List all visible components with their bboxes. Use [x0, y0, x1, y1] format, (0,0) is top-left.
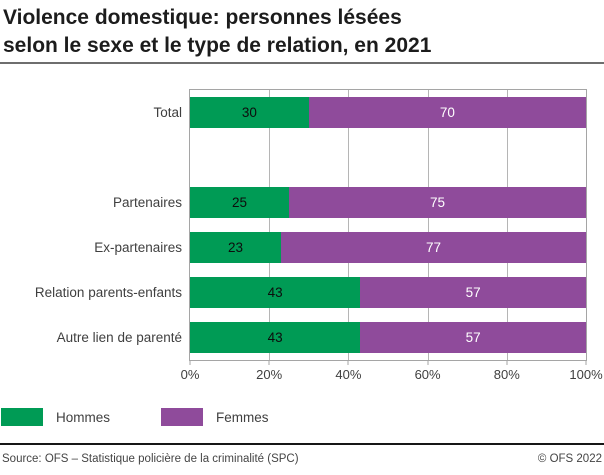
- axis-tick-40: [347, 360, 349, 365]
- category-label-5: Autre lien de parenté: [56, 330, 182, 345]
- chart-title: Violence domestique: personnes lésées se…: [3, 4, 599, 60]
- bar-segment-hommes-2: 25: [190, 187, 289, 218]
- axis-tick-100: [585, 360, 587, 365]
- bar-value-label: 75: [429, 195, 446, 210]
- legend-item-femmes: Femmes: [161, 407, 269, 427]
- category-label-2: Partenaires: [112, 195, 182, 210]
- bar-value-label: 70: [439, 105, 455, 120]
- bar-segment-hommes-1: 30: [190, 97, 309, 128]
- chart-title-line1: Violence domestique: personnes lésées: [3, 6, 402, 29]
- bar-value-label: 77: [426, 240, 442, 255]
- x-tick-label-0pct: 0%: [180, 367, 200, 382]
- bar-value-label: 23: [228, 240, 244, 255]
- category-label-4: Relation parents-enfants: [34, 285, 182, 300]
- gridline-60: [427, 90, 429, 360]
- x-axis-labels: 0% 20% 40% 60% 80% 100%: [181, 367, 603, 383]
- bar-value-label: 57: [465, 330, 481, 345]
- title-divider: [0, 62, 604, 64]
- bar-value-label: 57: [465, 285, 481, 300]
- legend-label-femmes: Femmes: [216, 409, 269, 425]
- axis-tick-20: [268, 360, 270, 365]
- bar-value-label: 43: [267, 285, 283, 300]
- legend-label-hommes: Hommes: [56, 409, 111, 425]
- x-tick-label-80pct: 80%: [493, 367, 520, 382]
- category-axis-labels: Total Partenaires Ex-partenaires Relation p…: [0, 90, 182, 360]
- axis-tick-80: [506, 360, 508, 365]
- gridline-80: [506, 90, 508, 360]
- x-tick-label-40pct: 40%: [335, 367, 362, 382]
- bar-segment-femmes-5: 57: [360, 322, 586, 353]
- category-label-1: Total: [153, 105, 182, 120]
- legend-swatch-femmes: [161, 408, 203, 426]
- plot-area: 30 70 25 75 23 77 43 57 43 57: [189, 89, 587, 365]
- legend-item-hommes: Hommes: [1, 407, 110, 427]
- bar-value-label: 43: [267, 330, 283, 345]
- bar-value-label: 30: [241, 105, 257, 120]
- category-label-3: Ex-partenaires: [94, 240, 182, 255]
- x-tick-label-60pct: 60%: [414, 367, 441, 382]
- footer: Source: OFS – Statistique policière de l…: [2, 453, 602, 465]
- bar-segment-hommes-4: 43: [190, 277, 361, 308]
- copyright: © OFS 2022: [537, 453, 602, 465]
- bar-value-label: 25: [231, 195, 248, 210]
- x-tick-label-20pct: 20%: [256, 367, 283, 382]
- bar-segment-hommes-3: 23: [190, 232, 282, 263]
- x-tick-label-100pct: 100%: [569, 367, 603, 382]
- footer-divider: [0, 443, 604, 445]
- chart-title-line2: selon le sexe et le type de relation, en…: [3, 34, 432, 57]
- gridline-20: [269, 90, 271, 360]
- legend-swatch-hommes: [1, 408, 43, 426]
- bar-segment-femmes-1: 70: [308, 97, 586, 128]
- bar-segment-femmes-2: 75: [289, 187, 586, 218]
- axis-tick-0: [189, 360, 191, 365]
- bar-segment-hommes-5: 43: [190, 322, 361, 353]
- bar-segment-femmes-4: 57: [360, 277, 586, 308]
- bar-segment-femmes-3: 77: [281, 232, 586, 263]
- gridline-40: [348, 90, 350, 360]
- axis-tick-60: [427, 360, 429, 365]
- source-note: Source: OFS – Statistique policière de l…: [2, 453, 299, 465]
